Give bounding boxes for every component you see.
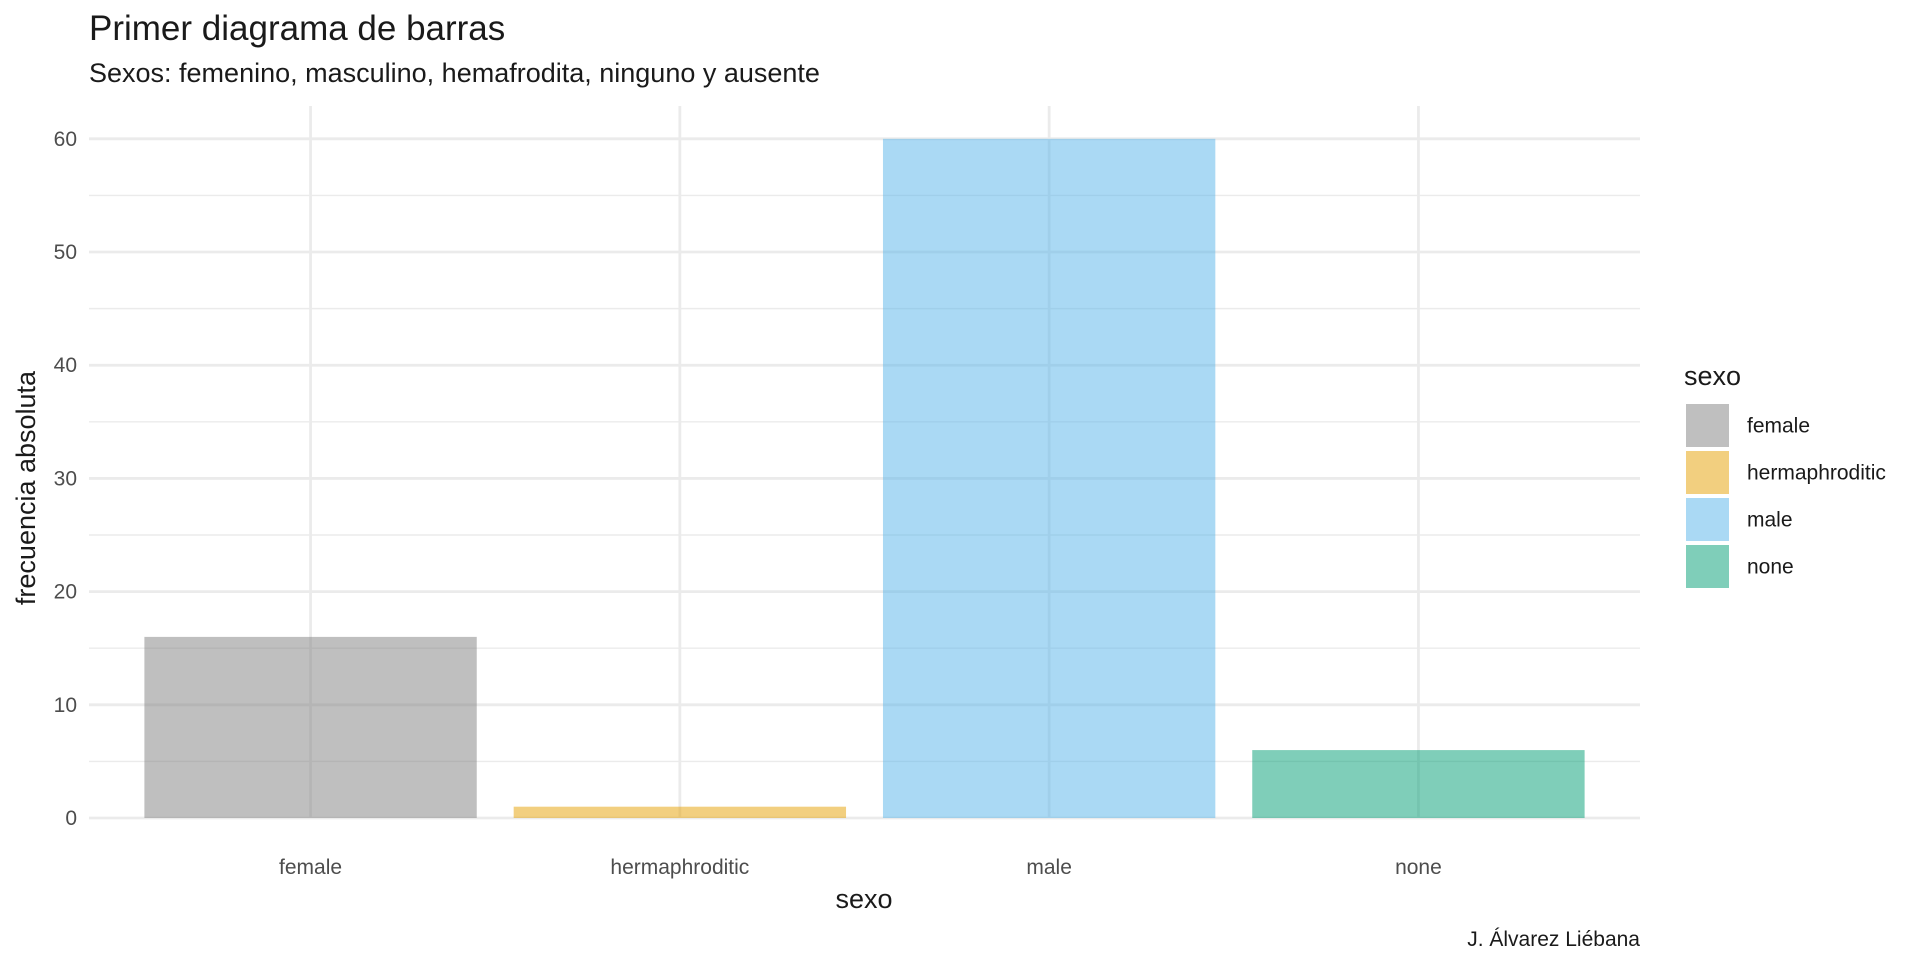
legend-label: female xyxy=(1747,415,1810,438)
chart-title: Primer diagrama de barras xyxy=(89,9,505,48)
legend-key-female xyxy=(1686,404,1729,447)
legend-label: none xyxy=(1747,556,1794,579)
y-tick-labels: 0 10 20 30 40 50 60 xyxy=(54,128,77,830)
bar-female xyxy=(144,636,477,818)
y-tick-label: 20 xyxy=(54,581,77,604)
y-tick-label: 10 xyxy=(54,694,77,717)
y-tick-label: 40 xyxy=(54,354,77,377)
x-tick-label: none xyxy=(1395,856,1442,879)
x-axis-label: sexo xyxy=(835,884,892,914)
legend-title: sexo xyxy=(1684,361,1741,391)
y-axis-label: frecuencia absoluta xyxy=(11,370,41,605)
chart-subtitle: Sexos: femenino, masculino, hemafrodita,… xyxy=(89,58,820,88)
y-tick-label: 30 xyxy=(54,467,77,490)
bar-none xyxy=(1252,750,1585,818)
x-tick-labels: female hermaphroditic male none xyxy=(279,856,1442,879)
legend-label: male xyxy=(1747,509,1793,532)
x-tick-label: female xyxy=(279,856,342,879)
legend: sexo female hermaphroditic male none xyxy=(1684,361,1886,588)
bar-male xyxy=(882,138,1216,818)
legend-key-none xyxy=(1686,545,1729,588)
x-tick-label: male xyxy=(1026,856,1072,879)
legend-key-hermaphroditic xyxy=(1686,451,1729,494)
y-tick-label: 0 xyxy=(65,807,77,830)
y-tick-label: 60 xyxy=(54,128,77,151)
legend-label: hermaphroditic xyxy=(1747,462,1886,485)
caption: J. Álvarez Liébana xyxy=(1467,928,1640,951)
bar-hermaphroditic xyxy=(513,806,847,818)
plot-panel: 0 10 20 30 40 50 60 female hermaphroditic male no… xyxy=(54,106,1640,879)
bars xyxy=(144,138,1585,818)
x-tick-label: hermaphroditic xyxy=(610,856,749,879)
legend-key-male xyxy=(1686,498,1729,541)
y-tick-label: 50 xyxy=(54,241,77,264)
